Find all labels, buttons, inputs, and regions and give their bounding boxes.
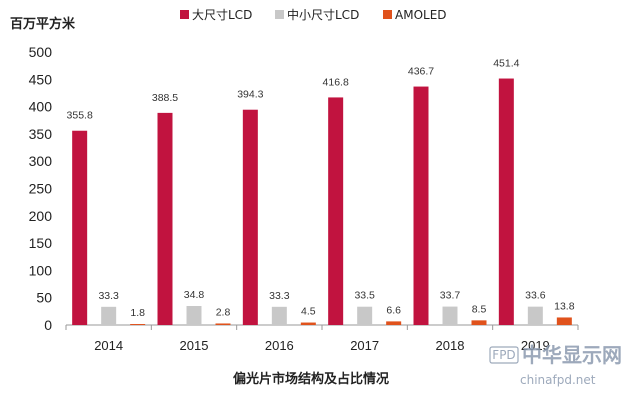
bar-amoled (556, 317, 572, 325)
y-axis: 0 50 100 150 200 250 300 350 400 450 500 (29, 44, 53, 333)
watermark-logo: FPD 中华显示网 chinafpd.net (489, 343, 622, 387)
y-tick-label: 250 (29, 181, 53, 197)
data-label-large-lcd: 355.8 (67, 110, 93, 122)
legend-swatch-amoled (383, 10, 392, 19)
data-label-small-medium-lcd: 33.5 (354, 290, 375, 302)
y-axis-unit-label: 百万平方米 (10, 16, 76, 32)
watermark-title: 中华显示网 (522, 343, 622, 367)
x-tick-label: 2017 (350, 338, 379, 353)
data-label-large-lcd: 416.8 (323, 76, 349, 88)
y-tick-label: 100 (29, 262, 53, 278)
data-label-small-medium-lcd: 33.6 (525, 290, 546, 302)
data-label-small-medium-lcd: 33.7 (440, 290, 461, 302)
data-label-large-lcd: 394.3 (237, 89, 263, 101)
y-tick-label: 200 (29, 208, 53, 224)
data-label-small-medium-lcd: 34.8 (184, 289, 205, 301)
data-label-amoled: 6.6 (386, 304, 401, 316)
data-label-amoled: 8.5 (472, 303, 487, 315)
legend-label-large-lcd: 大尺寸LCD (192, 8, 252, 22)
data-label-small-medium-lcd: 33.3 (269, 290, 290, 302)
bar-small-medium-lcd (186, 305, 202, 325)
bar-large-lcd (72, 130, 88, 325)
data-label-amoled: 2.8 (216, 306, 231, 318)
watermark-badge-frame (489, 346, 519, 364)
bar-large-lcd (413, 86, 429, 325)
legend-swatch-small-medium-lcd (275, 10, 284, 19)
x-tick-label: 2014 (94, 338, 123, 353)
data-label-large-lcd: 451.4 (493, 58, 519, 70)
y-tick-label: 500 (29, 44, 53, 60)
watermark-url: chinafpd.net (520, 373, 596, 387)
x-axis: 2014 2015 2016 2017 2018 2019 (65, 324, 579, 353)
data-labels: 355.8 388.5 394.3 416.8 436.7 451.4 33.3 34.8 33… (67, 58, 575, 319)
bar-small-medium-lcd (271, 306, 287, 325)
y-tick-label: 450 (29, 71, 53, 87)
y-tick-label: 350 (29, 126, 53, 142)
data-label-amoled: 13.8 (554, 300, 575, 312)
bar-small-medium-lcd (357, 306, 373, 325)
y-tick-label: 300 (29, 153, 53, 169)
data-label-small-medium-lcd: 33.3 (98, 290, 119, 302)
x-tick-label: 2018 (436, 338, 465, 353)
data-label-large-lcd: 388.5 (152, 92, 178, 104)
legend-label-amoled: AMOLED (395, 8, 447, 22)
bar-large-lcd (157, 112, 173, 325)
x-tick-label: 2016 (265, 338, 294, 353)
watermark-badge-text: FPD (492, 348, 515, 362)
bar-large-lcd (242, 109, 258, 326)
legend-swatch-large-lcd (180, 10, 189, 19)
bar-amoled (215, 323, 231, 325)
bar-amoled (130, 324, 146, 325)
x-tick-label: 2015 (180, 338, 209, 353)
bar-amoled (471, 320, 487, 325)
bar-amoled (386, 321, 402, 325)
data-label-amoled: 4.5 (301, 306, 316, 318)
data-label-amoled: 1.8 (130, 307, 145, 319)
bars (72, 78, 572, 326)
legend-label-small-medium-lcd: 中小尺寸LCD (287, 7, 359, 22)
y-tick-label: 400 (29, 99, 53, 115)
bar-large-lcd (498, 78, 514, 325)
bar-small-medium-lcd (527, 306, 543, 325)
y-tick-label: 0 (44, 317, 52, 333)
data-label-large-lcd: 436.7 (408, 66, 434, 78)
y-tick-label: 50 (36, 290, 52, 306)
bar-small-medium-lcd (442, 306, 458, 325)
bar-small-medium-lcd (101, 306, 117, 325)
bar-amoled (300, 322, 316, 325)
chart-caption: 偏光片市场结构及占比情况 (233, 371, 389, 387)
legend: 大尺寸LCD 中小尺寸LCD AMOLED (180, 7, 447, 22)
bar-large-lcd (328, 97, 344, 325)
x-tick-label: 2019 (521, 338, 550, 353)
y-tick-label: 150 (29, 235, 53, 251)
